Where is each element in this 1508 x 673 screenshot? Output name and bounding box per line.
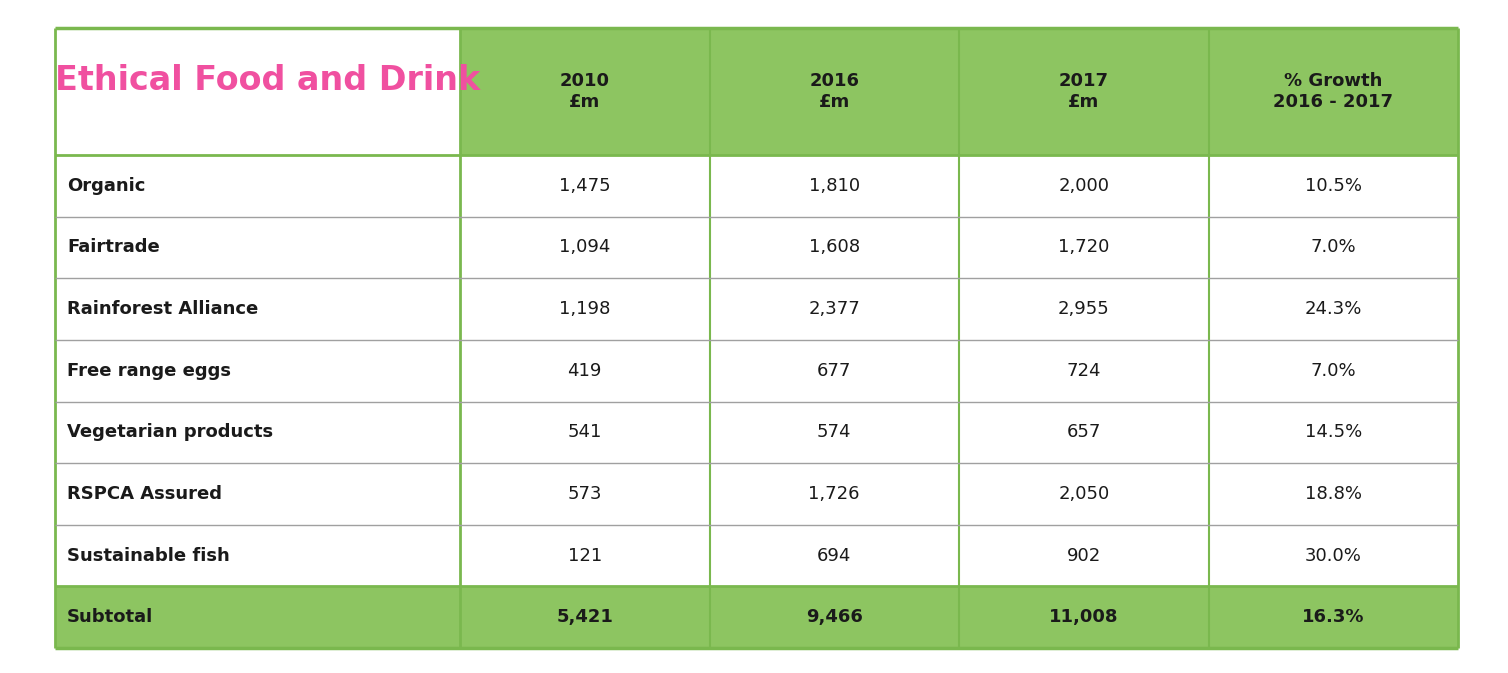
Text: Sustainable fish: Sustainable fish xyxy=(66,546,229,565)
Text: 1,094: 1,094 xyxy=(559,238,611,256)
Bar xyxy=(54,278,460,340)
Bar xyxy=(460,525,709,586)
Text: 573: 573 xyxy=(567,485,602,503)
Bar xyxy=(709,155,959,217)
Bar xyxy=(959,340,1208,402)
Bar xyxy=(460,402,709,463)
Text: 10.5%: 10.5% xyxy=(1304,177,1362,194)
Bar xyxy=(1208,463,1458,525)
Text: 30.0%: 30.0% xyxy=(1304,546,1362,565)
Text: 18.8%: 18.8% xyxy=(1304,485,1362,503)
Bar xyxy=(460,586,709,648)
Bar xyxy=(1208,278,1458,340)
Text: 121: 121 xyxy=(567,546,602,565)
Text: Free range eggs: Free range eggs xyxy=(66,361,231,380)
Text: 24.3%: 24.3% xyxy=(1304,300,1362,318)
Bar xyxy=(709,340,959,402)
Text: 902: 902 xyxy=(1066,546,1101,565)
Bar xyxy=(959,155,1208,217)
Bar xyxy=(460,217,709,278)
Bar xyxy=(54,155,460,217)
Bar xyxy=(460,340,709,402)
Text: 14.5%: 14.5% xyxy=(1304,423,1362,441)
Text: 7.0%: 7.0% xyxy=(1310,238,1356,256)
Bar xyxy=(460,463,709,525)
Bar xyxy=(1208,525,1458,586)
Bar xyxy=(460,28,1458,155)
Text: 1,608: 1,608 xyxy=(808,238,860,256)
Text: RSPCA Assured: RSPCA Assured xyxy=(66,485,222,503)
Text: Subtotal: Subtotal xyxy=(66,608,154,626)
Bar xyxy=(959,278,1208,340)
Bar xyxy=(1208,586,1458,648)
Text: 677: 677 xyxy=(817,361,852,380)
Text: 2017
£m: 2017 £m xyxy=(1059,72,1108,111)
Text: 2,050: 2,050 xyxy=(1059,485,1110,503)
Text: Ethical Food and Drink: Ethical Food and Drink xyxy=(54,63,480,96)
Bar xyxy=(1208,402,1458,463)
Text: 9,466: 9,466 xyxy=(805,608,863,626)
Text: 657: 657 xyxy=(1066,423,1101,441)
Text: 1,720: 1,720 xyxy=(1059,238,1110,256)
Bar xyxy=(460,155,709,217)
Text: 1,726: 1,726 xyxy=(808,485,860,503)
Bar xyxy=(959,217,1208,278)
Bar xyxy=(959,525,1208,586)
Text: 1,198: 1,198 xyxy=(559,300,611,318)
Bar xyxy=(709,217,959,278)
Text: Rainforest Alliance: Rainforest Alliance xyxy=(66,300,258,318)
Text: % Growth
2016 - 2017: % Growth 2016 - 2017 xyxy=(1273,72,1393,111)
Bar xyxy=(959,586,1208,648)
Text: 2016
£m: 2016 £m xyxy=(810,72,860,111)
Text: 7.0%: 7.0% xyxy=(1310,361,1356,380)
Bar xyxy=(1208,217,1458,278)
Bar xyxy=(54,525,460,586)
Bar xyxy=(709,402,959,463)
Text: 2,000: 2,000 xyxy=(1059,177,1110,194)
Text: 2010
£m: 2010 £m xyxy=(559,72,609,111)
Text: 11,008: 11,008 xyxy=(1050,608,1119,626)
Bar xyxy=(709,586,959,648)
Bar xyxy=(709,463,959,525)
Text: 419: 419 xyxy=(567,361,602,380)
Text: 574: 574 xyxy=(817,423,852,441)
Text: 5,421: 5,421 xyxy=(556,608,614,626)
Bar xyxy=(709,525,959,586)
Text: 724: 724 xyxy=(1066,361,1101,380)
Text: 2,377: 2,377 xyxy=(808,300,860,318)
Text: 2,955: 2,955 xyxy=(1059,300,1110,318)
Bar xyxy=(54,402,460,463)
Bar xyxy=(54,463,460,525)
Bar xyxy=(1208,340,1458,402)
Text: 16.3%: 16.3% xyxy=(1301,608,1365,626)
Text: 541: 541 xyxy=(567,423,602,441)
Bar xyxy=(959,402,1208,463)
Bar xyxy=(709,278,959,340)
Bar xyxy=(54,586,460,648)
Text: 1,475: 1,475 xyxy=(559,177,611,194)
Bar xyxy=(460,278,709,340)
Text: Organic: Organic xyxy=(66,177,145,194)
Bar xyxy=(54,340,460,402)
Text: Vegetarian products: Vegetarian products xyxy=(66,423,273,441)
Bar xyxy=(959,463,1208,525)
Bar xyxy=(54,217,460,278)
Text: 694: 694 xyxy=(817,546,852,565)
Bar xyxy=(1208,155,1458,217)
Text: Fairtrade: Fairtrade xyxy=(66,238,160,256)
Text: 1,810: 1,810 xyxy=(808,177,860,194)
